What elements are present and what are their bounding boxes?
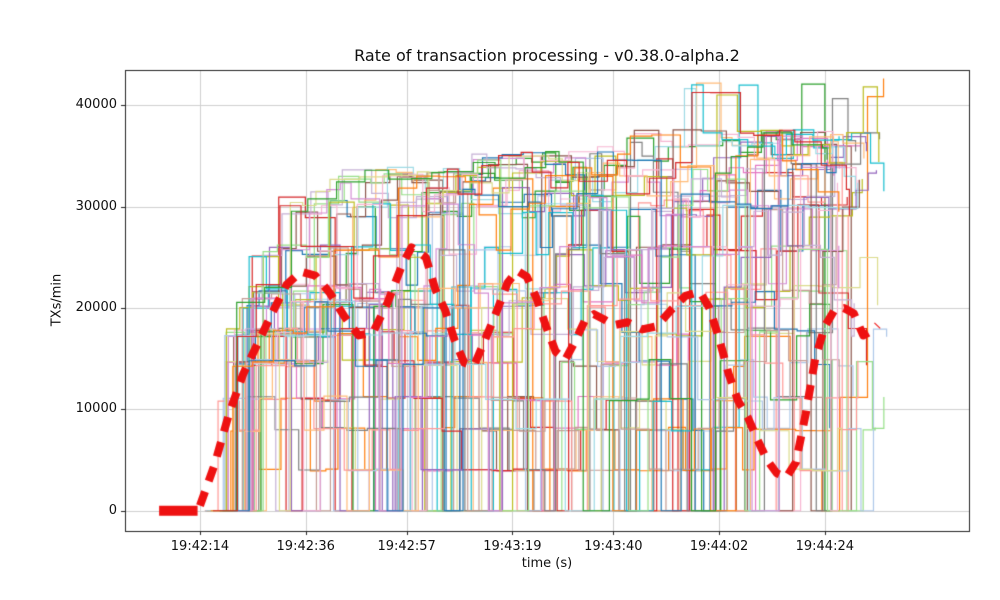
x-tick-label: 19:44:02: [689, 539, 749, 554]
x-tick-label: 19:44:24: [795, 539, 854, 554]
x-tick-label: 19:42:57: [377, 539, 436, 554]
y-tick-label: 0: [108, 502, 117, 518]
x-tick-label: 19:43:40: [584, 539, 643, 554]
y-tick-label: 30000: [75, 198, 117, 214]
y-tick-label: 10000: [75, 401, 117, 417]
x-tick-label: 19:42:14: [170, 539, 230, 554]
x-tick-label: 19:43:19: [483, 539, 542, 554]
y-tick-label: 20000: [75, 300, 117, 316]
y-tick-label: 40000: [75, 97, 117, 113]
x-axis-label: time (s): [521, 556, 573, 571]
x-tick-label: 19:42:36: [276, 539, 335, 554]
chart-title: Rate of transaction processing - v0.38.0…: [354, 46, 740, 65]
